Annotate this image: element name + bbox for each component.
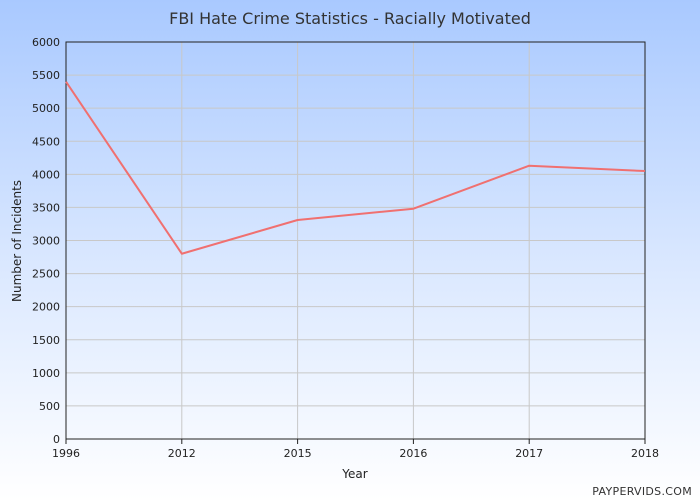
y-tick-label: 2000 [32,301,60,314]
y-tick-label: 3000 [32,235,60,248]
grid-lines [65,41,646,444]
y-tick-label: 2500 [32,268,60,281]
data-point [411,206,416,211]
x-tick-label: 2018 [631,447,659,460]
y-tick-label: 500 [39,400,60,413]
data-point [295,217,300,222]
y-tick-labels: 0 500 1000 1500 2000 2500 3000 3500 4000 4500 5000… [32,36,60,446]
data-point [64,79,69,84]
y-tick-label: 1000 [32,367,60,380]
y-tick-label: 5000 [32,102,60,115]
x-axis-label: Year [341,467,367,481]
x-tick-label: 1996 [52,447,80,460]
x-tick-label: 2012 [168,447,196,460]
y-tick-label: 4500 [32,135,60,148]
x-tick-label: 2017 [515,447,543,460]
watermark-credit: PAYPERVIDS.COM [592,485,692,498]
y-tick-label: 5500 [32,69,60,82]
y-tick-label: 0 [53,433,60,446]
y-tick-label: 1500 [32,334,60,347]
series-line [65,81,646,255]
data-point [643,169,648,174]
y-tick-label: 6000 [32,36,60,49]
chart-title: FBI Hate Crime Statistics - Racially Mot… [169,9,531,28]
y-tick-label: 3500 [32,201,60,214]
x-tick-label: 2015 [284,447,312,460]
data-point [527,163,532,168]
plot-frame [65,41,646,440]
data-point [179,251,184,256]
series-layer [64,79,648,256]
y-axis-label: Number of Incidents [10,180,24,302]
x-tick-label: 2016 [399,447,427,460]
y-tick-label: 4000 [32,168,60,181]
x-tick-labels: 1996 2012 2015 2016 2017 2018 [52,447,659,460]
